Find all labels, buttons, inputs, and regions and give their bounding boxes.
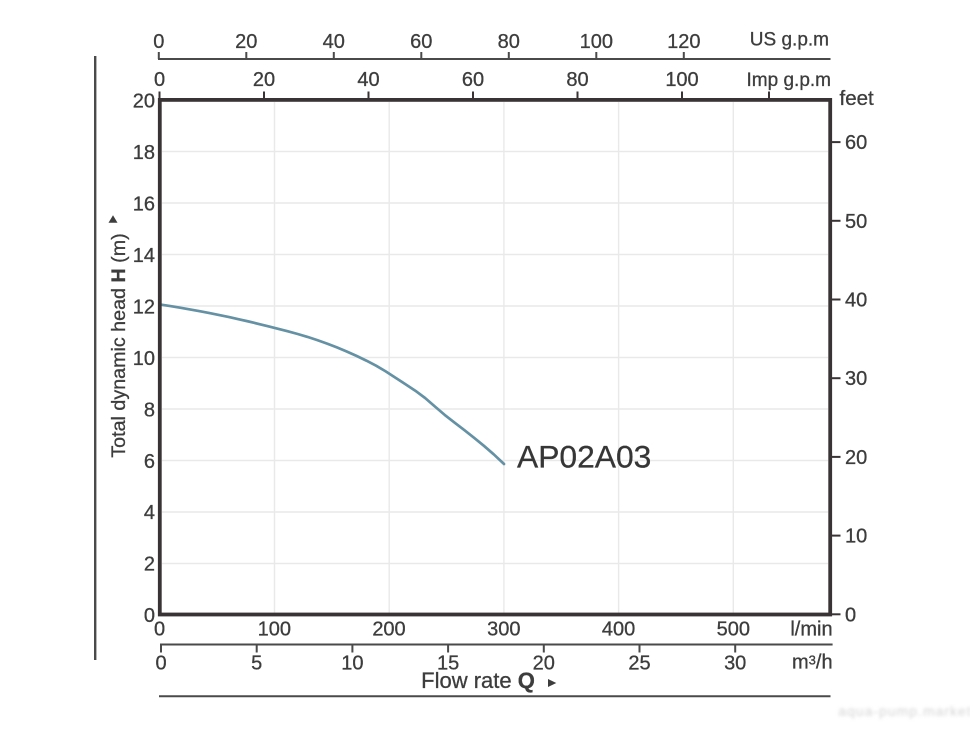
svg-text:0: 0 — [845, 604, 856, 626]
svg-text:feet: feet — [840, 87, 874, 110]
svg-text:0: 0 — [154, 619, 165, 641]
svg-text:AP02A03: AP02A03 — [517, 438, 651, 474]
svg-text:10: 10 — [133, 348, 155, 370]
svg-text:50: 50 — [845, 211, 867, 233]
svg-text:80: 80 — [498, 31, 520, 53]
svg-text:Total dynamic head H (m): Total dynamic head H (m) — [108, 233, 130, 457]
svg-text:20: 20 — [253, 69, 275, 91]
svg-text:20: 20 — [133, 91, 155, 113]
svg-text:m3/h: m3/h — [792, 652, 833, 674]
svg-text:400: 400 — [602, 619, 635, 641]
svg-text:40: 40 — [845, 290, 867, 312]
svg-text:4: 4 — [144, 502, 155, 524]
svg-text:2: 2 — [144, 554, 155, 576]
svg-text:60: 60 — [462, 69, 484, 91]
svg-text:5: 5 — [251, 653, 262, 675]
svg-text:18: 18 — [133, 142, 155, 164]
svg-text:12: 12 — [133, 296, 155, 318]
svg-text:10: 10 — [845, 526, 867, 548]
svg-text:16: 16 — [133, 193, 155, 215]
svg-text:60: 60 — [410, 31, 432, 53]
svg-text:40: 40 — [357, 69, 379, 91]
svg-text:500: 500 — [717, 619, 750, 641]
svg-text:30: 30 — [724, 653, 746, 675]
svg-text:6: 6 — [144, 451, 155, 473]
svg-text:0: 0 — [144, 605, 155, 627]
svg-text:100: 100 — [665, 69, 698, 91]
svg-text:US g.p.m: US g.p.m — [750, 30, 829, 51]
svg-text:80: 80 — [566, 69, 588, 91]
svg-text:100: 100 — [258, 619, 291, 641]
svg-text:20: 20 — [235, 31, 257, 53]
svg-text:0: 0 — [154, 69, 165, 91]
svg-text:8: 8 — [144, 399, 155, 421]
svg-text:20: 20 — [845, 447, 867, 469]
svg-text:40: 40 — [323, 31, 345, 53]
svg-text:aqua-pump.market: aqua-pump.market — [838, 703, 970, 719]
svg-text:l/min: l/min — [790, 619, 832, 641]
svg-text:60: 60 — [845, 132, 867, 154]
svg-text:120: 120 — [667, 31, 700, 53]
svg-text:14: 14 — [133, 245, 155, 267]
svg-text:20: 20 — [533, 653, 555, 675]
svg-text:0: 0 — [153, 31, 164, 53]
svg-text:Flow rate Q: Flow rate Q — [421, 668, 535, 693]
svg-text:25: 25 — [628, 653, 650, 675]
svg-text:200: 200 — [372, 619, 405, 641]
svg-text:100: 100 — [580, 31, 613, 53]
svg-text:0: 0 — [155, 653, 166, 675]
svg-text:10: 10 — [341, 653, 363, 675]
svg-text:15: 15 — [437, 653, 459, 675]
svg-text:300: 300 — [487, 619, 520, 641]
svg-text:Imp g.p.m: Imp g.p.m — [747, 70, 831, 91]
svg-text:30: 30 — [845, 368, 867, 390]
